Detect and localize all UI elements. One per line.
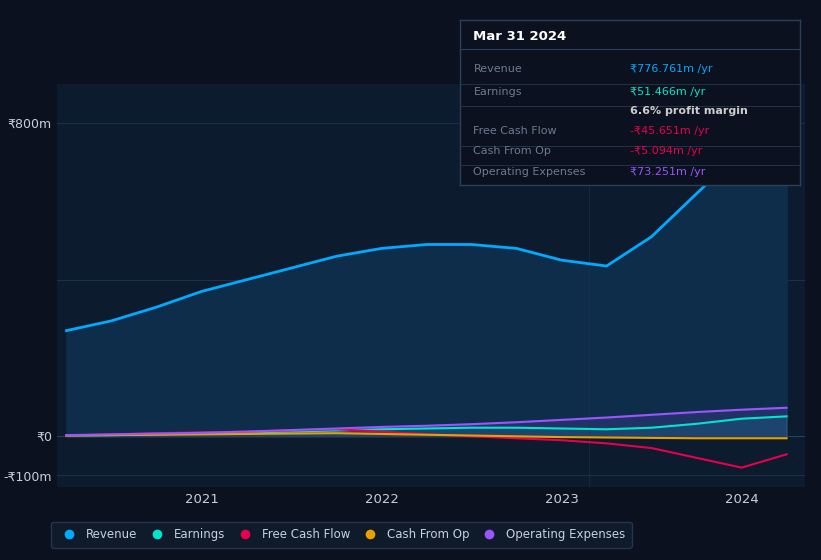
Text: ₹73.251m /yr: ₹73.251m /yr: [631, 167, 705, 178]
Text: -₹45.651m /yr: -₹45.651m /yr: [631, 126, 709, 136]
Text: ₹51.466m /yr: ₹51.466m /yr: [631, 86, 705, 96]
Text: Cash From Op: Cash From Op: [474, 146, 551, 156]
Text: Revenue: Revenue: [474, 64, 522, 74]
Legend: Revenue, Earnings, Free Cash Flow, Cash From Op, Operating Expenses: Revenue, Earnings, Free Cash Flow, Cash …: [51, 522, 631, 548]
Text: Mar 31 2024: Mar 31 2024: [474, 30, 566, 43]
Text: Operating Expenses: Operating Expenses: [474, 167, 585, 178]
Text: ₹776.761m /yr: ₹776.761m /yr: [631, 64, 713, 74]
Text: Free Cash Flow: Free Cash Flow: [474, 126, 557, 136]
Text: Earnings: Earnings: [474, 86, 522, 96]
Text: 6.6% profit margin: 6.6% profit margin: [631, 106, 748, 116]
Text: -₹5.094m /yr: -₹5.094m /yr: [631, 146, 703, 156]
